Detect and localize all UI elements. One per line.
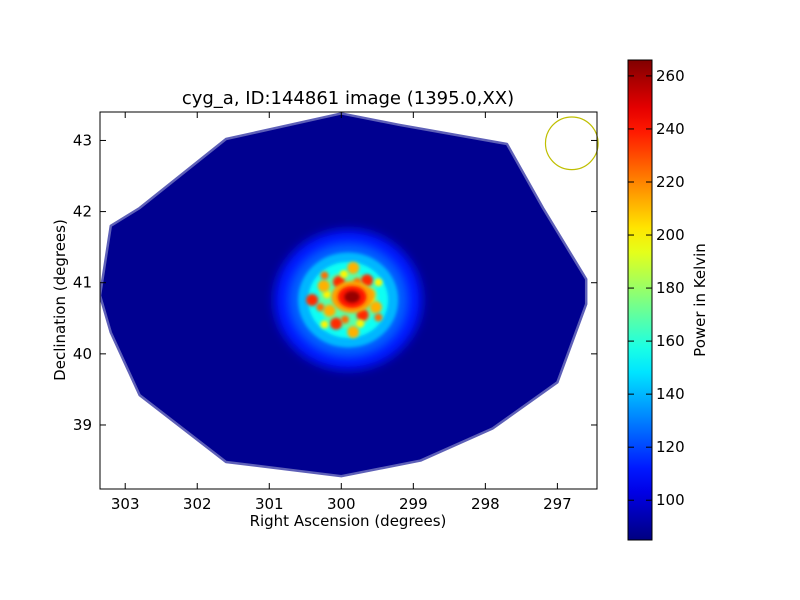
x-tick-label: 299	[399, 495, 428, 513]
x-axis: 303 302 301 300 299 298 297	[111, 112, 572, 513]
emission-knot	[340, 315, 349, 324]
y-axis-label: Declination (degrees)	[51, 219, 69, 381]
emission-knot	[347, 261, 360, 274]
y-axis: 39 40 41 42 43	[73, 131, 597, 434]
emission-knot	[369, 301, 382, 314]
x-tick-label: 302	[183, 495, 212, 513]
emission-knot	[374, 278, 383, 287]
colorbar-tick-label: 120	[656, 438, 685, 456]
emission-knot	[347, 326, 360, 339]
emission-knot	[322, 290, 331, 299]
emission-knot	[330, 317, 343, 330]
axes-frame	[99, 111, 598, 490]
x-tick-label: 301	[255, 495, 284, 513]
x-axis-label: Right Ascension (degrees)	[250, 512, 447, 530]
colorbar	[627, 59, 653, 541]
beam-circle	[544, 116, 599, 171]
colorbar-tick-label: 160	[656, 332, 685, 350]
emission-core	[344, 290, 360, 303]
emission-knot	[320, 320, 329, 329]
x-tick-label: 303	[111, 495, 140, 513]
y-tick-label: 41	[73, 274, 92, 292]
x-tick-label: 300	[327, 495, 356, 513]
colorbar-tick-label: 140	[656, 385, 685, 403]
emission-knot	[361, 274, 374, 287]
y-tick-label: 43	[73, 131, 92, 149]
x-tick-label: 298	[471, 495, 500, 513]
y-tick-label: 40	[73, 345, 92, 363]
emission-knot	[339, 270, 348, 279]
colorbar-tick-label: 220	[656, 173, 685, 191]
chart-title: cyg_a, ID:144861 image (1395.0,XX)	[182, 88, 514, 109]
colorbar-tick-label: 240	[656, 120, 685, 138]
emission-knot	[320, 271, 329, 280]
x-tick-label: 297	[543, 495, 572, 513]
colorbar-tick-label: 180	[656, 279, 685, 297]
y-tick-label: 42	[73, 203, 92, 221]
colorbar-label: Power in Kelvin	[691, 243, 709, 357]
emission-knot	[323, 304, 336, 317]
emission-knot	[356, 308, 369, 321]
colorbar-tick-label: 100	[656, 491, 685, 509]
colorbar-tick-label: 260	[656, 67, 685, 85]
colorbar-ticks: 100 120 140 160 180 200 220 240 260	[628, 67, 685, 509]
emission-knot	[356, 319, 365, 328]
colorbar-tick-label: 200	[656, 226, 685, 244]
y-tick-label: 39	[73, 416, 92, 434]
emission-knot	[316, 303, 325, 312]
emission-knot	[306, 293, 319, 306]
emission-knot	[317, 279, 330, 292]
cyg-a-emission	[274, 229, 423, 371]
emission-knot	[374, 313, 383, 322]
